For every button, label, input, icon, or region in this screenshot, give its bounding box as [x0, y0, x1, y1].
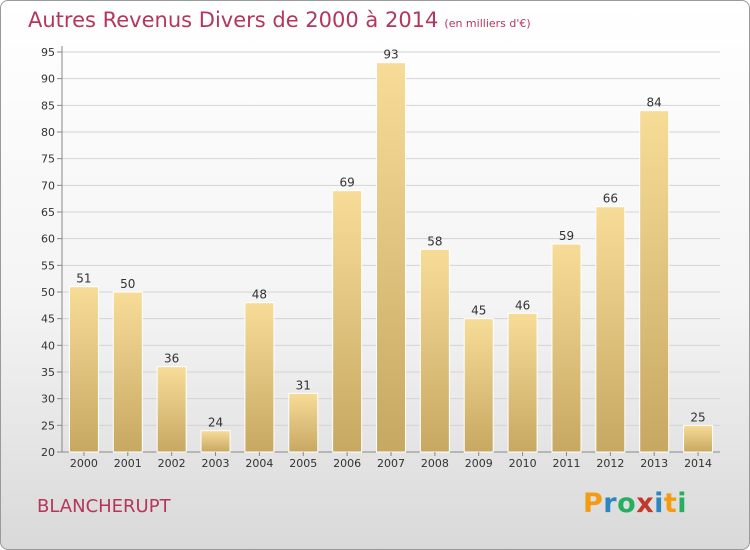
bar-value-label: 50 [120, 277, 135, 291]
y-tick-label: 90 [41, 73, 55, 86]
bar [639, 110, 670, 453]
bar [419, 248, 450, 453]
bar [332, 190, 363, 453]
x-tick-label: 2013 [640, 457, 668, 470]
brand-letter: x [636, 488, 655, 519]
x-tick-label: 2006 [333, 457, 361, 470]
x-tick-label: 2002 [158, 457, 186, 470]
y-tick-label: 30 [41, 393, 55, 406]
bar-value-label: 36 [164, 352, 179, 366]
bar [463, 318, 494, 453]
brand-letter: i [654, 488, 664, 519]
y-tick-label: 70 [41, 179, 55, 192]
bar-value-label: 58 [427, 234, 442, 248]
x-tick-label: 2009 [465, 457, 493, 470]
bar-value-label: 69 [339, 176, 354, 190]
brand-letter: t [663, 488, 678, 519]
bar [507, 312, 538, 453]
bar [68, 286, 99, 453]
x-tick-label: 2005 [289, 457, 317, 470]
brand-letter: o [617, 488, 637, 519]
chart-title: Autres Revenus Divers de 2000 à 2014 (en … [28, 8, 531, 32]
title-main: Autres Revenus Divers de 2000 à 2014 [28, 8, 439, 32]
bar [244, 302, 275, 453]
bar-value-label: 51 [76, 272, 91, 286]
brand-letter: i [677, 488, 688, 519]
bar [683, 424, 714, 453]
y-tick-label: 35 [41, 366, 55, 379]
y-tick-label: 50 [41, 286, 55, 299]
x-tick-label: 2011 [552, 457, 580, 470]
bar [595, 206, 626, 453]
bar [288, 392, 319, 453]
x-tick-label: 2014 [684, 457, 712, 470]
brand-letter: r [603, 488, 618, 519]
y-tick-label: 60 [41, 233, 55, 246]
y-tick-label: 75 [41, 153, 55, 166]
x-tick-label: 2000 [70, 457, 98, 470]
y-tick-label: 40 [41, 339, 55, 352]
x-tick-label: 2008 [421, 457, 449, 470]
bar [156, 366, 187, 453]
bar-value-label: 59 [559, 229, 574, 243]
bar-value-label: 66 [603, 192, 618, 206]
y-tick-label: 85 [41, 99, 55, 112]
brand-letter: P [583, 488, 604, 519]
x-tick-label: 2003 [202, 457, 230, 470]
bar-value-label: 31 [296, 378, 311, 392]
x-tick-label: 2007 [377, 457, 405, 470]
x-tick-label: 2012 [596, 457, 624, 470]
bar-value-label: 46 [515, 298, 530, 312]
y-tick-label: 95 [41, 46, 55, 59]
bar-value-label: 45 [471, 304, 486, 318]
bar-value-label: 24 [208, 416, 223, 430]
bar-value-label: 93 [383, 48, 398, 62]
bar [551, 243, 582, 453]
bar-value-label: 48 [252, 288, 267, 302]
title-subtitle: (en milliers d'€) [444, 17, 531, 30]
y-tick-label: 20 [41, 446, 55, 459]
y-tick-label: 65 [41, 206, 55, 219]
bar [376, 62, 406, 453]
x-tick-label: 2004 [245, 457, 273, 470]
y-tick-label: 45 [41, 313, 55, 326]
bar-value-label: 84 [647, 96, 662, 110]
town-name: BLANCHERUPT [37, 496, 171, 517]
bar [200, 430, 231, 453]
x-tick-label: 2001 [114, 457, 142, 470]
bar [112, 291, 143, 453]
y-tick-label: 25 [41, 419, 55, 432]
bar-value-label: 25 [690, 410, 705, 424]
brand-logo: Proxiti [583, 488, 687, 519]
y-tick-label: 80 [41, 126, 55, 139]
y-tick-label: 55 [41, 259, 55, 272]
x-tick-label: 2010 [509, 457, 537, 470]
